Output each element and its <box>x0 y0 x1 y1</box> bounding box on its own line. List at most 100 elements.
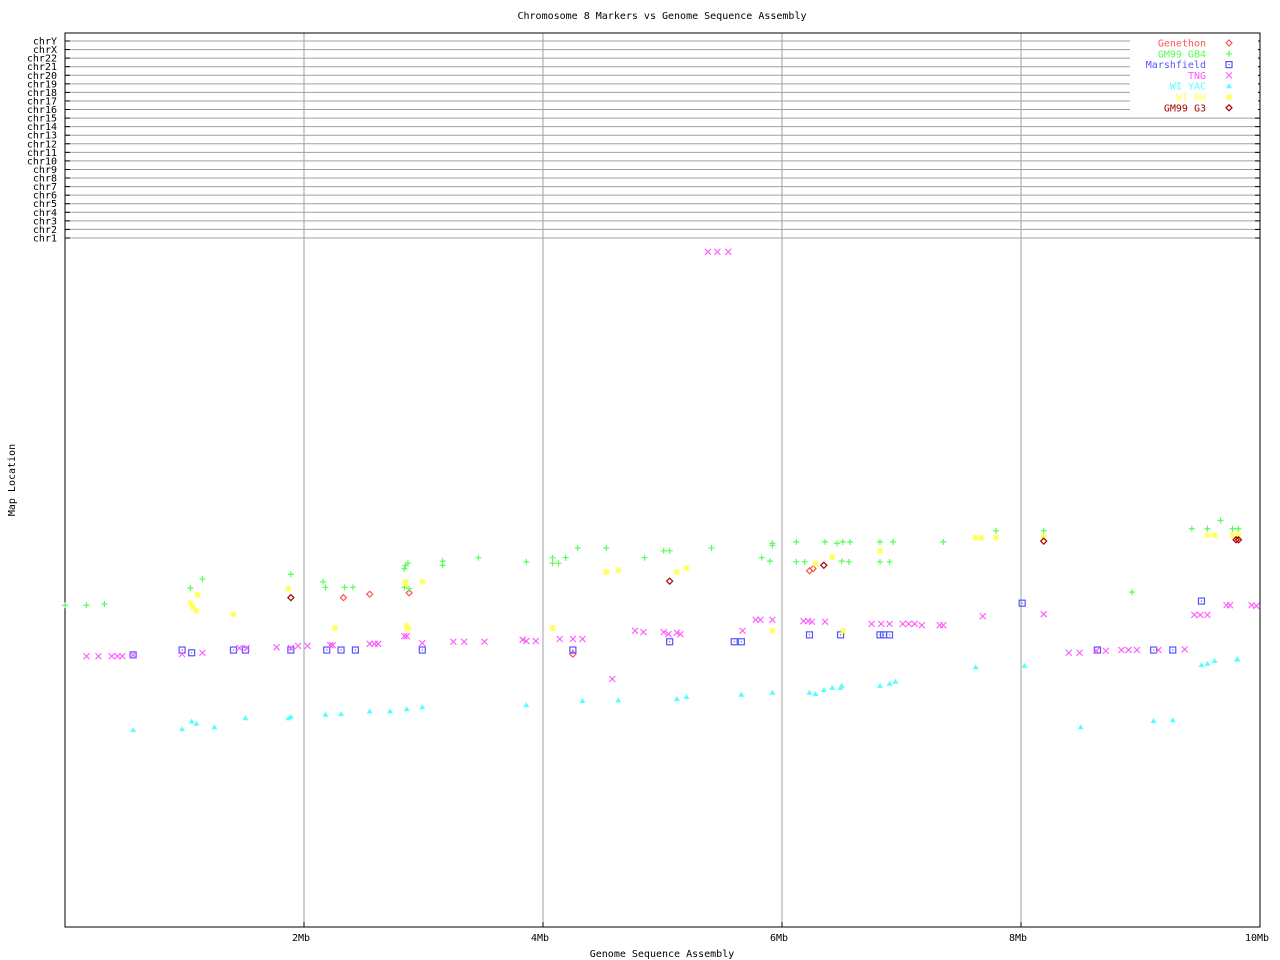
point-tng <box>243 644 251 652</box>
legend-item-tng: TNG <box>1188 71 1233 82</box>
point-wi-rh <box>194 591 201 598</box>
point-wi-yac <box>579 698 586 704</box>
point-tng <box>460 638 468 646</box>
point-gm99-gb4 <box>793 558 800 565</box>
point-gm99-gb4 <box>1129 589 1136 596</box>
point-wi-rh <box>876 547 883 554</box>
point-tng <box>326 641 334 649</box>
y-tick-label: chr2 <box>33 225 57 236</box>
legend-item-marshfield: Marshfield <box>1146 60 1233 71</box>
point-marshfield <box>418 646 426 654</box>
x-axis: 2Mb 4Mb 6Mb 8Mb 10Mb <box>292 922 1269 944</box>
point-gm99-gb4 <box>876 538 883 545</box>
point-tng <box>114 652 121 660</box>
point-tng <box>1125 646 1132 654</box>
legend-label: GM99 G3 <box>1164 103 1206 114</box>
point-gm99-gb4 <box>838 558 845 565</box>
legend-label: GM99 GB4 <box>1158 49 1206 60</box>
legend-item-wi-rh: WI RH <box>1176 93 1232 104</box>
point-tng <box>899 620 907 628</box>
point-wi-yac <box>188 718 195 724</box>
point-wi-yac <box>179 726 186 732</box>
y-tick-label: chr6 <box>33 191 57 202</box>
point-wi-yac <box>366 708 373 714</box>
legend-item-gm99-gb4: GM99 GB4 <box>1158 49 1232 60</box>
point-gm99-gb4 <box>793 538 800 545</box>
legend-marker-gm99-gb4-icon <box>1226 50 1232 57</box>
point-wi-yac <box>193 720 200 726</box>
y-tick-label: chr15 <box>27 114 57 125</box>
point-tng <box>129 651 137 659</box>
point-gm99-gb4 <box>666 547 673 554</box>
point-wi-yac <box>285 715 292 721</box>
legend-background <box>1130 37 1258 114</box>
point-gm99-gb4 <box>1040 527 1047 534</box>
point-wi-yac <box>769 689 776 695</box>
y-tick-label: chr9 <box>33 165 57 176</box>
y-tick-label: chr8 <box>33 174 57 185</box>
point-marshfield <box>666 638 674 646</box>
point-gm99-g3 <box>665 577 674 585</box>
point-wi-yac <box>287 713 294 719</box>
point-gm99-gb4 <box>801 558 808 565</box>
data-points <box>62 248 1260 732</box>
point-wi-yac <box>683 693 690 699</box>
point-gm99-gb4 <box>349 584 356 591</box>
point-gm99-gb4 <box>341 584 348 591</box>
point-wi-rh <box>332 624 339 631</box>
point-genethon <box>339 593 348 602</box>
point-wi-rh <box>812 560 819 567</box>
point-tng <box>800 617 807 625</box>
point-tng <box>418 639 426 647</box>
point-tng <box>1133 646 1141 654</box>
point-wi-rh <box>404 625 411 632</box>
x-axis-label: Genome Sequence Assembly <box>590 949 735 960</box>
point-marshfield <box>323 646 331 654</box>
point-tng <box>519 636 527 644</box>
y-tick-label: chr21 <box>27 62 57 73</box>
point-gm99-gb4 <box>660 547 667 554</box>
y-tick-label: chr3 <box>33 216 57 227</box>
y-axis-label: Map Location <box>7 444 18 516</box>
point-wi-yac <box>972 664 979 670</box>
point-gm99-gb4 <box>992 527 999 534</box>
point-gm99-gb4 <box>758 554 765 561</box>
y-tick-label: chr1 <box>33 234 57 245</box>
point-marshfield <box>737 638 745 646</box>
point-tng <box>714 248 721 256</box>
y-tick-label: chrY <box>33 37 57 48</box>
point-wi-yac <box>892 678 899 684</box>
point-tng <box>639 628 647 636</box>
point-wi-yac <box>211 724 218 730</box>
point-tng <box>1076 649 1083 657</box>
point-tng <box>1065 649 1073 657</box>
legend-label: Genethon <box>1158 39 1206 50</box>
point-tng <box>1092 647 1100 655</box>
y-tick-label: chr22 <box>27 54 57 65</box>
point-gm99-gb4 <box>822 538 829 545</box>
point-marshfield <box>229 646 238 654</box>
point-tng <box>178 650 186 658</box>
point-wi-rh <box>972 534 979 541</box>
point-wi-rh <box>285 585 292 592</box>
point-gm99-gb4 <box>845 558 852 565</box>
point-wi-yac <box>130 726 137 732</box>
y-tick-label: chr17 <box>27 96 57 107</box>
point-gm99-gb4 <box>549 554 556 561</box>
point-tng <box>905 620 913 628</box>
point-tng <box>118 652 126 660</box>
point-wi-rh <box>769 627 776 634</box>
point-tng <box>979 612 987 620</box>
point-gm99-gb4 <box>320 578 327 585</box>
point-gm99-gb4 <box>1217 517 1224 524</box>
point-tng <box>608 675 616 683</box>
point-wi-rh <box>1204 531 1211 538</box>
point-marshfield <box>730 638 738 646</box>
point-tng <box>481 638 488 646</box>
point-marshfield <box>885 631 894 639</box>
point-tng <box>1155 646 1162 654</box>
point-tng <box>556 635 564 643</box>
point-wi-yac <box>242 715 249 721</box>
legend-marker-gm99-g3-icon <box>1225 103 1233 112</box>
